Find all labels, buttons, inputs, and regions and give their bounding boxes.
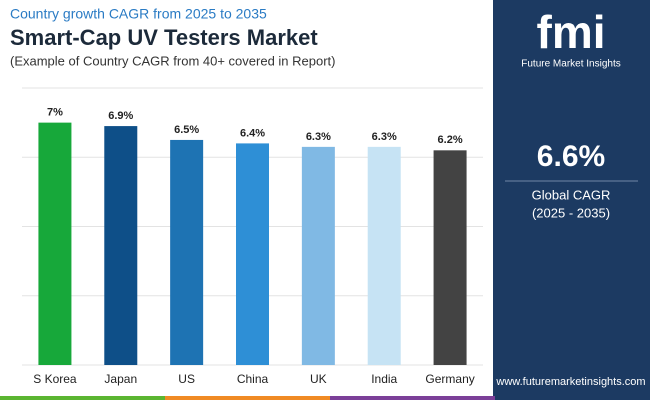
value-label: 6.2% — [438, 134, 463, 146]
bar — [236, 143, 269, 365]
bar — [104, 126, 138, 366]
value-label: 7% — [47, 107, 63, 119]
brand-name: Future Market Insights — [521, 59, 620, 70]
summary-label: Global CAGR — [532, 187, 611, 202]
value-label: 6.3% — [372, 131, 397, 143]
chart-note: (Example of Country CAGR from 40+ covere… — [10, 53, 336, 68]
bar — [301, 146, 335, 365]
bar — [38, 122, 72, 365]
summary-period: (2025 - 2035) — [532, 205, 610, 220]
x-tick-label: Japan — [104, 372, 137, 386]
value-label: 6.9% — [108, 110, 133, 122]
x-tick-label: Germany — [425, 372, 474, 386]
strip — [330, 396, 495, 400]
value-label: 6.3% — [306, 131, 331, 143]
logo: fmi — [537, 6, 606, 58]
bar — [433, 150, 467, 365]
side-panel — [493, 0, 650, 400]
x-tick-label: US — [178, 372, 195, 386]
bar — [367, 146, 401, 365]
website: www.futuremarketinsights.com — [495, 376, 645, 388]
x-tick-label: UK — [310, 372, 327, 386]
x-tick-label: China — [237, 372, 269, 386]
chart-subtitle: Country growth CAGR from 2025 to 2035 — [10, 6, 267, 22]
summary-value: 6.6% — [537, 140, 605, 173]
strip — [0, 396, 165, 400]
chart-title: Smart-Cap UV Testers Market — [10, 25, 318, 50]
value-label: 6.5% — [174, 124, 199, 136]
strip — [165, 396, 330, 400]
value-label: 6.4% — [240, 127, 265, 139]
x-tick-label: India — [371, 372, 397, 386]
x-tick-label: S Korea — [33, 372, 77, 386]
bar — [170, 139, 204, 365]
